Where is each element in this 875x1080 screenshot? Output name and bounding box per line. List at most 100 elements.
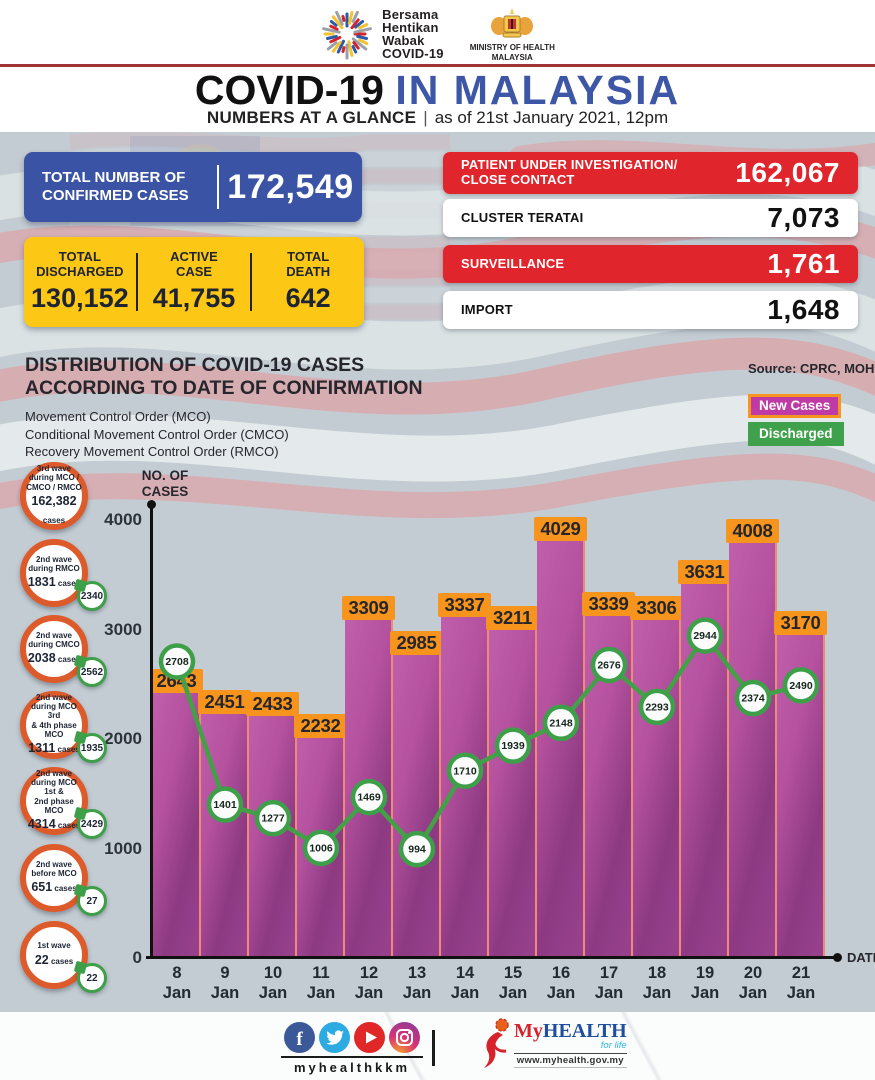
y-tick-2000: 2000 (104, 729, 142, 748)
wave-annotation-line: 2nd phase MCO (34, 796, 74, 815)
discharged-marker-value: 2374 (741, 693, 765, 705)
x-label-16-jan: 16 Jan (537, 964, 585, 1004)
wave-annotation-value: 22 (34, 952, 49, 967)
twitter-icon[interactable] (319, 1022, 350, 1053)
wave-annotation-value: 1831 (27, 575, 56, 590)
x-label-11-jan: 11 Jan (297, 964, 345, 1004)
discharged-marker-value: 2676 (597, 659, 621, 671)
stat-row-label-line: SURVEILLANCE (461, 255, 565, 271)
bar-value-label: 3211 (486, 606, 539, 630)
logo-row: Bersama Hentikan Wabak COVID-19 M (0, 4, 875, 64)
stat-row-value: 7,073 (767, 202, 840, 233)
x-label-month: Jan (594, 983, 624, 1002)
wave-annotation-4: 2nd wave during MCO 3rd & 4th phase MCO 131… (20, 691, 88, 759)
x-label-month: Jan (642, 983, 672, 1002)
wave-annotation-line: during RMCO (28, 564, 80, 573)
moh-logo: MINISTRY OF HEALTH MALAYSIA (470, 6, 555, 63)
bar-13-jan: 2985 (390, 631, 443, 958)
wave-annotation-line: 1st wave (37, 941, 71, 951)
stat-row-label-line: IMPORT (461, 301, 513, 317)
wave-annotation-count: 1831 cases (28, 573, 80, 591)
bar-value-label: 3337 (438, 593, 491, 617)
myhealth-brand-health: HEALTH (542, 1020, 627, 1042)
x-label-day: 17 (599, 964, 619, 982)
discharged-marker-value: 2944 (693, 630, 717, 642)
stat-row-label: PATIENT UNDER INVESTIGATION/CLOSE CONTAC… (443, 157, 735, 188)
myhealth-logo: MyHEALTH for life www.myhealth.gov.my (478, 1018, 627, 1070)
discharged-marker: 2148 (542, 704, 580, 742)
bar-15-jan: 3211 (486, 606, 539, 958)
x-label-21-jan: 21 Jan (777, 964, 825, 1004)
stat-row-surveillance: SURVEILLANCE 1,761 (443, 245, 858, 283)
wave-annotation-6: 2nd wave before MCO 651 cases (20, 844, 88, 912)
x-label-day: 11 (312, 964, 330, 982)
x-axis-title: DATE (847, 950, 875, 965)
instagram-icon[interactable] (389, 1022, 420, 1053)
title-black: COVID-19 (194, 67, 384, 113)
youtube-icon[interactable] (354, 1022, 385, 1053)
stat-row-label-line: CLUSTER TERATAI (461, 209, 584, 225)
x-label-day: 16 (551, 964, 571, 982)
x-label-day: 20 (743, 964, 763, 982)
x-label-month: Jan (498, 983, 528, 1002)
wave-annotation-suffix: cases (55, 820, 81, 830)
campaign-logo: Bersama Hentikan Wabak COVID-19 (320, 7, 444, 61)
mco-definition-line: Conditional Movement Control Order (CMCO… (25, 426, 289, 442)
svg-text:f: f (296, 1029, 303, 1050)
header-divider (0, 64, 875, 67)
x-axis-end-dot (833, 953, 842, 962)
wave-annotation-line: 2nd wave (35, 630, 72, 640)
summary-box: TOTAL DISCHARGED 130,152 ACTIVE CASE 41,755 TO… (24, 237, 364, 327)
stat-row-label: IMPORT (443, 301, 767, 318)
discharged-marker: 994 (398, 830, 436, 868)
mco-definition-line: Recovery Movement Control Order (RMCO) (25, 444, 279, 460)
wave-annotation-line: during MCO / (28, 473, 80, 483)
wave-annotation-value: 4314 (27, 816, 56, 831)
wave-annotation-line: during MCO 1st & (31, 778, 77, 797)
summary-column: TOTAL DEATH 642 (252, 249, 364, 314)
stat-row-cluster-teratai: CLUSTER TERATAI 7,073 (443, 199, 858, 237)
summary-column-divider (135, 253, 139, 311)
wave-annotation-line: & 4th phase MCO (31, 720, 77, 739)
discharged-marker: 2293 (638, 688, 676, 726)
x-label-day: 14 (455, 964, 475, 982)
stat-row-label: CLUSTER TERATAI (443, 209, 767, 226)
bar-value-label: 2433 (246, 692, 299, 716)
summary-column: TOTAL DISCHARGED 130,152 (24, 249, 136, 314)
x-label-19-jan: 19 Jan (681, 964, 729, 1004)
discharged-line-layer: 2708 1401 1277 1006 1469 994 1710 1939 2148 2676 2… (158, 617, 820, 868)
facebook-icon[interactable]: f (284, 1022, 315, 1053)
moh-crest-icon (491, 7, 534, 37)
mco-definition-line: Movement Control Order (MCO) (25, 409, 211, 424)
x-label-10-jan: 10 Jan (249, 964, 297, 1004)
myhealth-url[interactable]: www.myhealth.gov.my (514, 1053, 627, 1068)
bar-value-label: 2451 (198, 690, 251, 714)
discharged-marker-value: 2490 (789, 680, 813, 692)
x-axis-labels: 8 Jan 9 Jan 10 Jan 11 Jan 12 Jan 13 Jan 14 Jan 15 Jan 16… (153, 964, 825, 1008)
y-axis-title-line: CASES (141, 484, 189, 500)
x-label-18-jan: 18 Jan (633, 964, 681, 1004)
wave-annotation-2: 2nd wave during RMCO 1831 cases (20, 539, 88, 607)
wave-annotation-value: 2038 (27, 651, 56, 666)
stat-row-value: 1,761 (767, 248, 840, 279)
wave-annotation-badge: 1935 (77, 733, 107, 763)
subtitle-separator: | (423, 108, 428, 127)
wave-annotation-badge: 2340 (77, 581, 107, 611)
x-label-day: 8 (172, 964, 182, 982)
wave-annotation-value: 1311 (28, 740, 56, 755)
summary-value: 130,152 (31, 282, 129, 313)
wave-annotation-value: 162,382 (31, 493, 77, 508)
summary-label: TOTAL DISCHARGED (24, 249, 136, 280)
bar-9-jan: 2451 (198, 690, 251, 958)
summary-label-line: TOTAL (58, 249, 101, 265)
x-label-15-jan: 15 Jan (489, 964, 537, 1004)
wave-annotation-suffix: cases (55, 579, 81, 589)
social-handle[interactable]: myhealthkkm (281, 1056, 423, 1075)
chart-legend: New Cases Discharged (748, 394, 844, 450)
discharged-marker: 1469 (350, 778, 388, 816)
bar-16-jan: 4029 (534, 517, 587, 958)
x-label-month: Jan (354, 983, 384, 1002)
summary-column: ACTIVE CASE 41,755 (138, 249, 250, 314)
x-label-month: Jan (786, 983, 816, 1002)
header: Bersama Hentikan Wabak COVID-19 M (0, 0, 875, 132)
